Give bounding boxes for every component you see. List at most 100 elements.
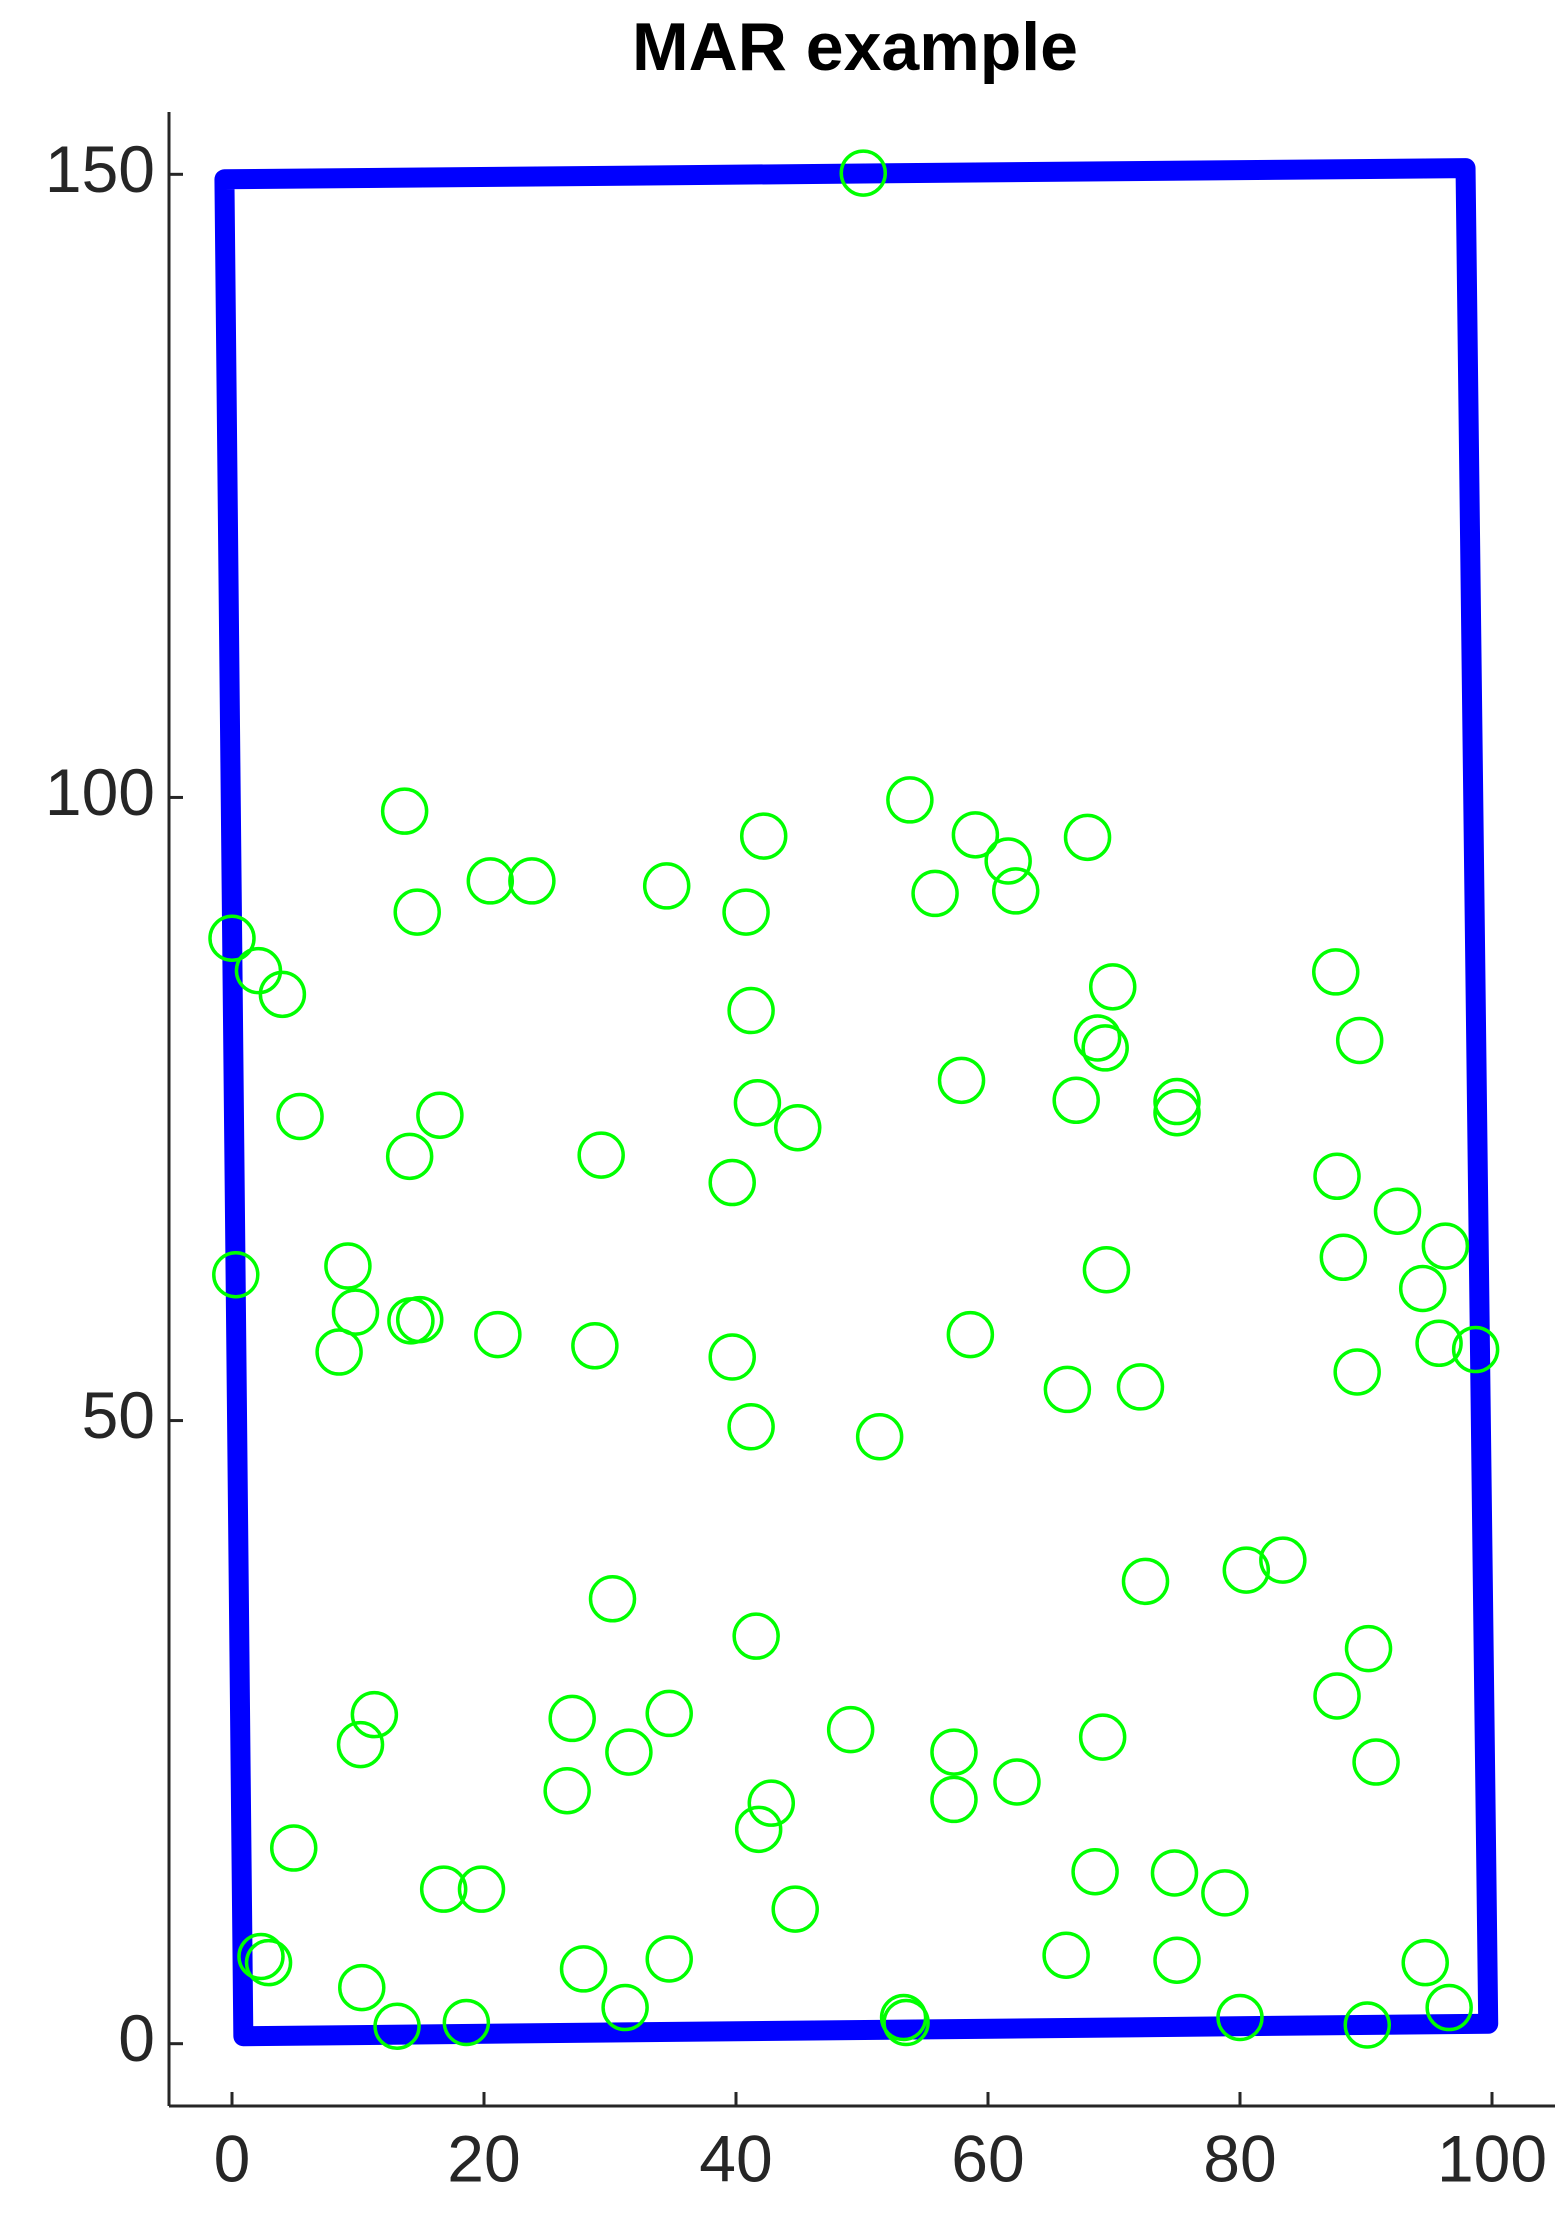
point <box>733 1079 782 1127</box>
point <box>350 1690 399 1739</box>
point <box>577 1131 625 1179</box>
x-tick-label: 80 <box>1203 2121 1276 2195</box>
point <box>882 1998 930 2047</box>
point <box>212 1251 260 1299</box>
point <box>1398 1264 1447 1313</box>
point <box>336 1720 385 1769</box>
point <box>771 1885 819 1933</box>
point <box>773 1103 822 1152</box>
point <box>1421 1222 1470 1270</box>
point <box>930 1775 978 1824</box>
point <box>1153 1936 1201 1984</box>
point <box>373 2002 421 2050</box>
point <box>331 1288 380 1336</box>
x-tick-label: 100 <box>1437 2121 1547 2195</box>
mar-boundary <box>214 158 1499 2047</box>
point <box>886 776 934 824</box>
point <box>1116 1363 1165 1411</box>
point <box>385 1132 434 1181</box>
point <box>1078 1713 1127 1761</box>
point <box>1401 1938 1449 1987</box>
point <box>839 149 888 197</box>
point <box>442 1998 491 2047</box>
y-tick-label: 0 <box>118 2001 155 2075</box>
y-tick-label: 50 <box>82 1378 155 1452</box>
x-tick-label: 60 <box>951 2121 1024 2195</box>
point <box>1373 1187 1422 1235</box>
point <box>734 1805 783 1854</box>
point <box>879 1993 928 2042</box>
point <box>1425 1983 1473 2032</box>
point <box>984 837 1032 885</box>
x-tick-label: 0 <box>214 2121 251 2195</box>
point <box>1415 1319 1463 1368</box>
point <box>727 1403 775 1451</box>
point <box>930 1728 978 1776</box>
point <box>946 1310 995 1359</box>
point <box>1222 1546 1271 1594</box>
point <box>727 986 775 1035</box>
point <box>419 1865 468 1913</box>
point <box>1312 948 1360 996</box>
point <box>543 1766 591 1815</box>
point <box>708 1158 756 1207</box>
point <box>732 1612 780 1660</box>
point <box>642 862 691 910</box>
point <box>1343 2001 1392 2049</box>
point <box>1153 1088 1201 1137</box>
point <box>315 1328 363 1376</box>
point <box>747 1779 796 1827</box>
point <box>474 1310 522 1359</box>
point <box>237 1932 285 1981</box>
point <box>457 1865 506 1913</box>
point <box>1042 1931 1090 1979</box>
point <box>548 1694 596 1743</box>
chart-title: MAR example <box>632 9 1078 85</box>
point <box>276 1092 324 1141</box>
point <box>416 1091 464 1139</box>
y-tick-label: 100 <box>45 755 155 829</box>
point <box>1153 1077 1201 1126</box>
point <box>1121 1557 1170 1606</box>
point <box>993 1758 1041 1806</box>
point <box>826 1705 875 1754</box>
point <box>1088 963 1137 1011</box>
point <box>1344 1624 1393 1673</box>
point <box>1313 1672 1361 1720</box>
point <box>258 970 307 1019</box>
x-tick-label: 40 <box>699 2121 772 2195</box>
point <box>1043 1365 1092 1414</box>
y-tick-label: 150 <box>45 132 155 206</box>
point <box>1313 1152 1361 1201</box>
point <box>1335 1016 1384 1065</box>
point <box>324 1242 372 1290</box>
point <box>645 1689 693 1738</box>
x-tick-label: 20 <box>447 2121 520 2195</box>
point <box>739 812 788 860</box>
point <box>1352 1738 1400 1786</box>
point <box>1081 1024 1129 1072</box>
point <box>269 1824 318 1872</box>
point <box>244 1938 293 1987</box>
point <box>645 1935 693 1983</box>
point <box>911 869 959 918</box>
point <box>1451 1325 1500 1374</box>
point <box>1319 1233 1368 1282</box>
point <box>1259 1536 1307 1584</box>
point <box>571 1322 619 1370</box>
point <box>1150 1849 1199 1897</box>
point <box>937 1056 986 1105</box>
point <box>508 857 556 905</box>
point <box>601 1983 649 2032</box>
point <box>1216 1993 1264 2042</box>
point <box>559 1945 608 1993</box>
point <box>1333 1348 1381 1396</box>
point <box>722 888 770 936</box>
point <box>1052 1076 1100 1125</box>
point <box>1082 1246 1131 1294</box>
point <box>387 1297 435 1345</box>
point <box>393 888 441 936</box>
point <box>605 1728 653 1776</box>
point <box>588 1575 637 1623</box>
